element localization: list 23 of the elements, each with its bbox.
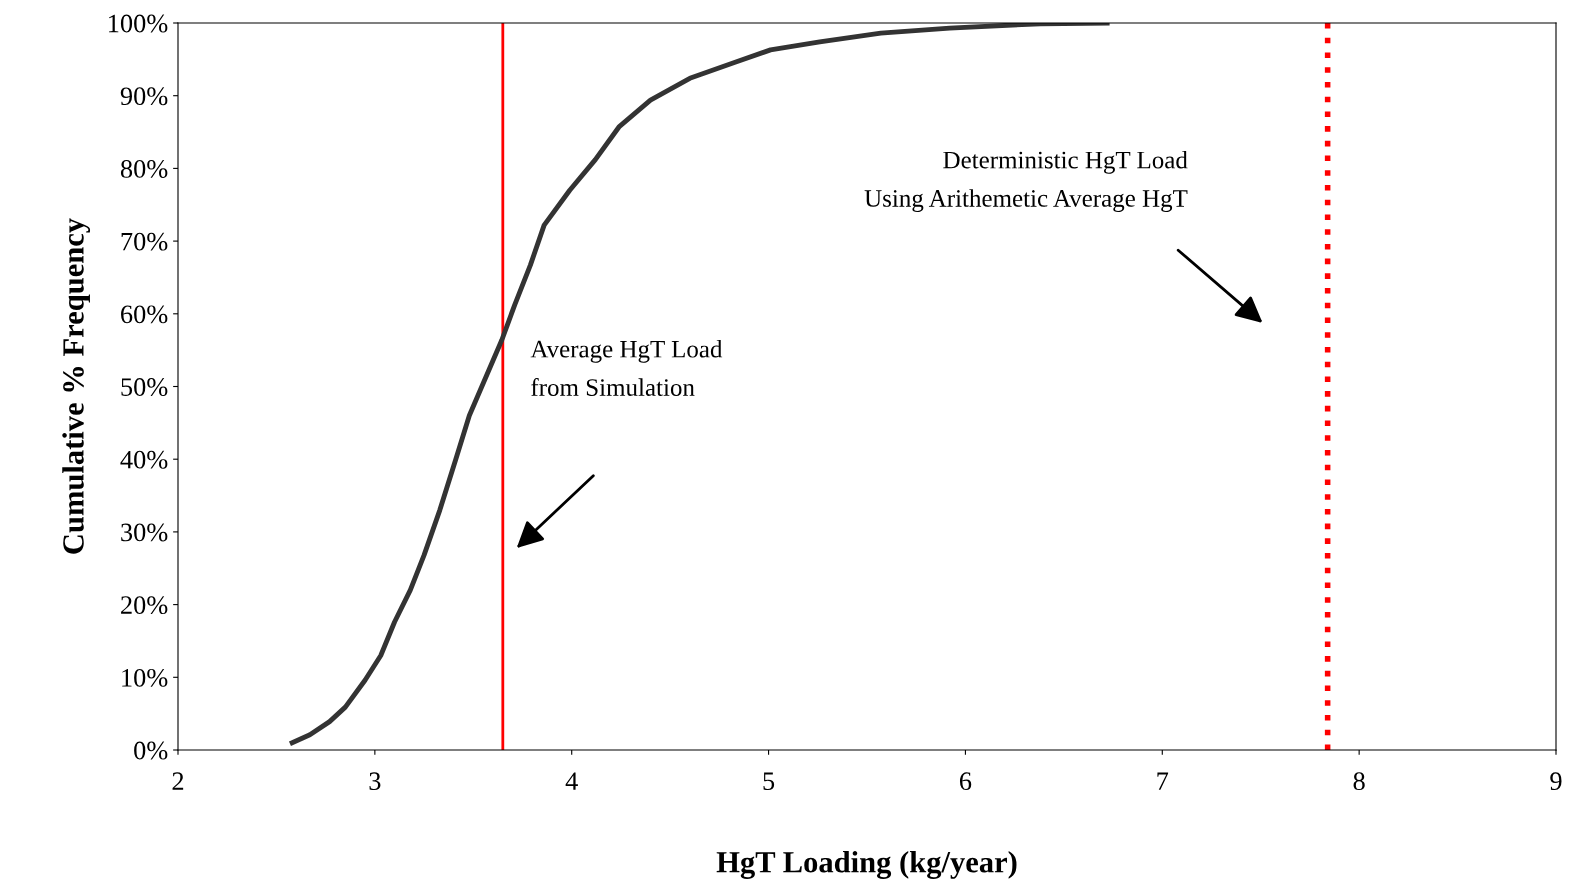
- y-tick-label: 60%: [121, 305, 168, 324]
- y-tick-label: 50%: [121, 378, 168, 396]
- x-axis-title: HgT Loading (kg/year): [716, 851, 1017, 879]
- y-axis-title: Cumulative % Frequency: [62, 218, 91, 554]
- y-tick-label: 100%: [109, 14, 168, 33]
- y-tick-label: 0%: [134, 741, 168, 760]
- y-tick-label: 30%: [121, 523, 168, 542]
- y-tick-label: 90%: [120, 87, 168, 106]
- x-tick-label: 5: [763, 772, 775, 791]
- x-tick-label: 4: [565, 772, 578, 790]
- y-tick-label: 10%: [122, 668, 168, 687]
- y-tick-label: 70%: [121, 232, 168, 251]
- annotation: Average HgT Load from Simulation: [530, 340, 723, 396]
- y-tick-label: 20%: [121, 596, 168, 615]
- y-tick-label: 40%: [120, 450, 168, 469]
- x-tick-label: 7: [1157, 772, 1169, 790]
- x-tick-label: 3: [369, 772, 381, 791]
- y-tick-label: 80%: [120, 160, 168, 178]
- x-tick-label: 2: [172, 772, 184, 790]
- annotation: Deterministic HgT Load Using Arithemetic Average HgT: [864, 150, 1188, 213]
- x-tick-label: 6: [959, 772, 972, 791]
- x-tick-label: 8: [1353, 772, 1365, 791]
- x-tick-label: 9: [1550, 772, 1562, 791]
